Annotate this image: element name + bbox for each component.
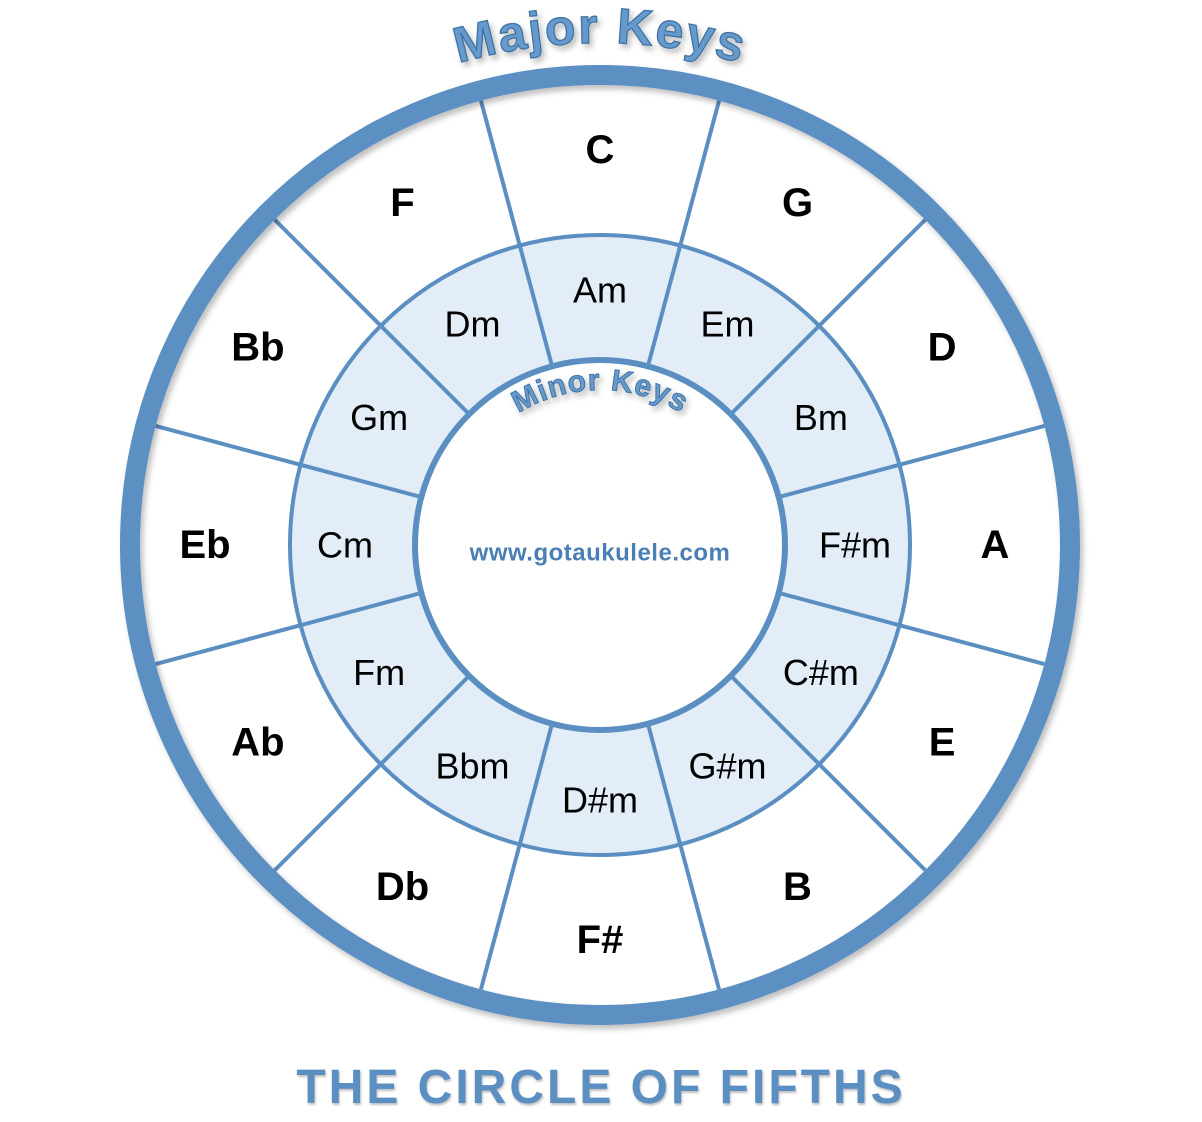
- major-key-label: Ab: [231, 721, 284, 765]
- major-key-label: E: [929, 721, 956, 765]
- minor-key-label: Am: [573, 270, 627, 311]
- minor-key-label: Bbm: [435, 745, 509, 786]
- minor-key-label: Cm: [317, 525, 373, 566]
- minor-key-label: C#m: [783, 652, 859, 693]
- minor-key-label: Gm: [350, 397, 408, 438]
- minor-key-label: Bm: [794, 397, 848, 438]
- major-key-label: Bb: [231, 326, 284, 370]
- minor-key-label: D#m: [562, 780, 638, 821]
- major-key-label: D: [928, 326, 957, 370]
- bottom-title: THE CIRCLE OF FIFTHS: [0, 1060, 1202, 1115]
- major-key-label: Eb: [179, 523, 230, 567]
- major-key-label: G: [782, 181, 813, 225]
- minor-key-label: Dm: [445, 304, 501, 345]
- minor-key-label: G#m: [688, 745, 766, 786]
- minor-key-label: F#m: [819, 525, 891, 566]
- major-key-label: C: [586, 128, 615, 172]
- major-key-label: F: [390, 181, 414, 225]
- minor-key-label: Em: [701, 304, 755, 345]
- major-key-label: B: [783, 865, 812, 909]
- outer-ring-title: Major Keys: [448, 0, 753, 74]
- major-key-label: A: [981, 523, 1010, 567]
- major-key-label: Db: [376, 865, 429, 909]
- major-key-label: F#: [577, 918, 624, 962]
- center-url: www.gotaukulele.com: [469, 540, 731, 567]
- minor-key-label: Fm: [353, 652, 405, 693]
- circle-of-fifths-diagram: C G D A E B F# Db Ab Eb Bb F Am Em Bm F#m C#m G#m D#m Bbm Fm…: [0, 0, 1202, 1060]
